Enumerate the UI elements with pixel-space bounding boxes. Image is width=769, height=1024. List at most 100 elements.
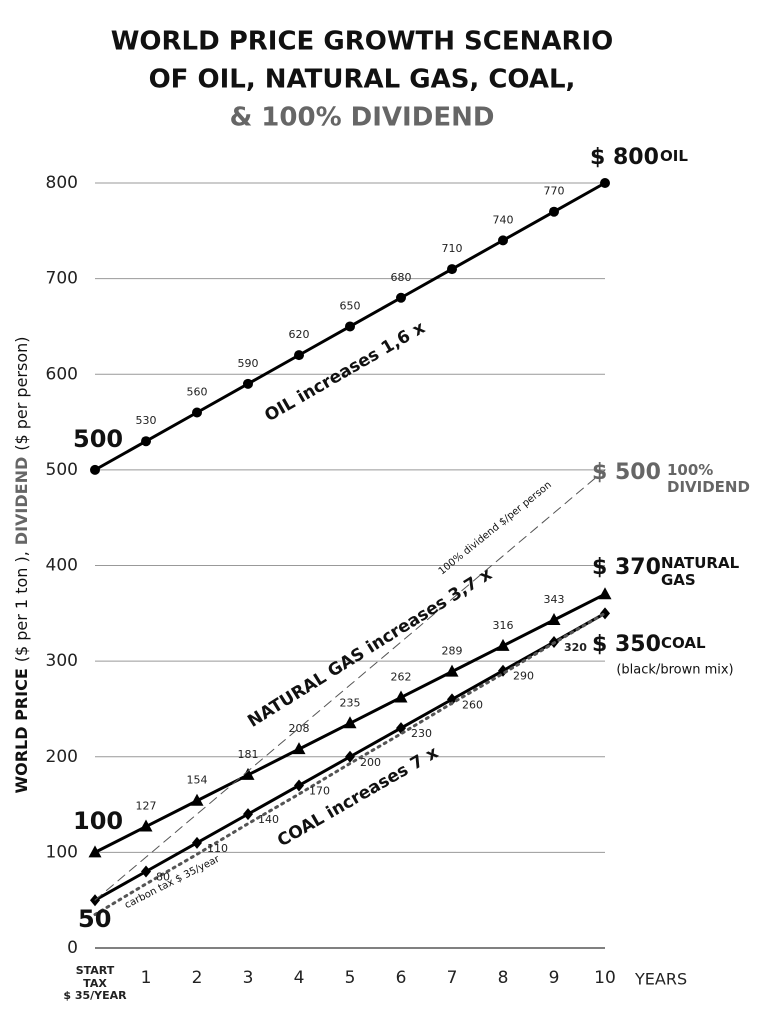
annotation: COAL increases 7 x bbox=[274, 743, 442, 851]
marker bbox=[445, 664, 459, 677]
series-name: NATURAL GAS bbox=[661, 554, 740, 590]
y-tick-label: 100 bbox=[46, 842, 78, 862]
marker bbox=[90, 464, 100, 475]
y-tick-label: 800 bbox=[46, 173, 78, 193]
data-label: 530 bbox=[136, 414, 157, 427]
y-tick-label: 500 bbox=[46, 460, 78, 480]
chart-title: & 100% DIVIDEND bbox=[230, 103, 495, 133]
marker bbox=[292, 742, 306, 755]
end-label: $ 370 bbox=[592, 555, 661, 580]
y-tick-label: 300 bbox=[46, 651, 78, 671]
start-label: 50 bbox=[78, 905, 111, 933]
data-label: 710 bbox=[442, 242, 463, 255]
marker bbox=[192, 836, 202, 849]
marker bbox=[600, 178, 610, 188]
end-label: $ 350 bbox=[592, 632, 661, 657]
data-label: 170 bbox=[309, 784, 330, 797]
data-label: 590 bbox=[238, 357, 259, 370]
end-label: $ 800 bbox=[590, 145, 659, 170]
marker bbox=[598, 587, 612, 600]
annotation: OIL increases 1,6 x bbox=[261, 318, 428, 426]
x-tick-label: 10 bbox=[594, 968, 616, 988]
marker bbox=[88, 845, 102, 858]
series-line bbox=[94, 469, 606, 901]
y-tick-label: 600 bbox=[46, 364, 78, 384]
marker bbox=[447, 264, 457, 275]
chart-title: OF OIL, NATURAL GAS, COAL, bbox=[149, 65, 576, 95]
marker bbox=[600, 607, 610, 620]
marker bbox=[243, 378, 253, 389]
marker bbox=[141, 436, 151, 447]
series-name: OIL bbox=[660, 147, 688, 165]
data-label: 560 bbox=[187, 386, 208, 399]
x-tick-label: 2 bbox=[192, 968, 203, 988]
y-axis-label-part: WORLD PRICE bbox=[12, 668, 31, 793]
marker bbox=[396, 292, 406, 303]
marker bbox=[192, 407, 202, 418]
data-label: 154 bbox=[187, 774, 208, 787]
marker bbox=[343, 716, 357, 729]
data-label: 320 bbox=[564, 641, 587, 654]
data-label: 208 bbox=[289, 722, 310, 735]
y-tick-label: 400 bbox=[46, 556, 78, 576]
end-label: $ 500 bbox=[592, 460, 661, 485]
data-label: 262 bbox=[391, 670, 412, 683]
marker bbox=[139, 819, 153, 832]
start-label: 100 bbox=[73, 807, 123, 835]
data-label: 680 bbox=[391, 271, 412, 284]
marker bbox=[345, 321, 355, 332]
data-label: 80 bbox=[156, 871, 170, 884]
annotation: carbon tax $ 35/year bbox=[123, 853, 222, 911]
data-label: 260 bbox=[462, 698, 483, 711]
annotation: (black/brown mix) bbox=[616, 663, 733, 678]
marker bbox=[549, 206, 559, 217]
x-tick-label: 7 bbox=[447, 968, 458, 988]
start-label: 500 bbox=[73, 425, 123, 453]
x-tick-label: 1 bbox=[141, 968, 152, 988]
x-tick-label: 8 bbox=[498, 968, 509, 988]
marker bbox=[547, 613, 561, 626]
data-label: 650 bbox=[340, 299, 361, 312]
data-label: 181 bbox=[238, 748, 259, 761]
y-axis-label: WORLD PRICE ($ per 1 ton ), DIVIDEND ($ per… bbox=[12, 336, 31, 793]
data-label: 230 bbox=[411, 727, 432, 740]
x-tick-label: 6 bbox=[396, 968, 407, 988]
marker bbox=[241, 767, 255, 780]
x-tick-label: 4 bbox=[294, 968, 305, 988]
data-label: 140 bbox=[258, 813, 279, 826]
marker bbox=[294, 779, 304, 792]
data-label: 110 bbox=[207, 842, 228, 855]
chart-title: WORLD PRICE GROWTH SCENARIO bbox=[111, 27, 614, 57]
data-label: 235 bbox=[340, 696, 361, 709]
data-label: 770 bbox=[544, 185, 565, 198]
marker bbox=[447, 693, 457, 706]
data-label: 289 bbox=[442, 645, 463, 658]
marker bbox=[496, 638, 510, 651]
marker bbox=[141, 865, 151, 878]
marker bbox=[243, 808, 253, 821]
data-label: 200 bbox=[360, 756, 381, 769]
y-axis-label-part: ($ per 1 ton ), bbox=[12, 551, 31, 662]
data-label: 316 bbox=[493, 619, 514, 632]
y-tick-label: 200 bbox=[46, 747, 78, 767]
y-axis-label-part: DIVIDEND bbox=[12, 457, 31, 545]
data-label: 740 bbox=[493, 213, 514, 226]
x-tick-label: 9 bbox=[549, 968, 560, 988]
x-tick-label: START TAX $ 35/YEAR bbox=[63, 964, 127, 1003]
series-name: COAL bbox=[661, 634, 706, 652]
series-line bbox=[93, 611, 607, 917]
marker bbox=[190, 793, 204, 806]
marker bbox=[294, 350, 304, 361]
y-tick-label: 700 bbox=[46, 269, 78, 289]
data-label: 343 bbox=[544, 593, 565, 606]
marker bbox=[498, 235, 508, 246]
x-tick-label: 5 bbox=[345, 968, 356, 988]
data-label: 620 bbox=[289, 328, 310, 341]
marker bbox=[394, 690, 408, 703]
marker bbox=[345, 750, 355, 763]
data-label: 290 bbox=[513, 670, 534, 683]
y-tick-label: 0 bbox=[67, 938, 78, 958]
y-axis-label-part: ($ per person) bbox=[12, 336, 31, 450]
